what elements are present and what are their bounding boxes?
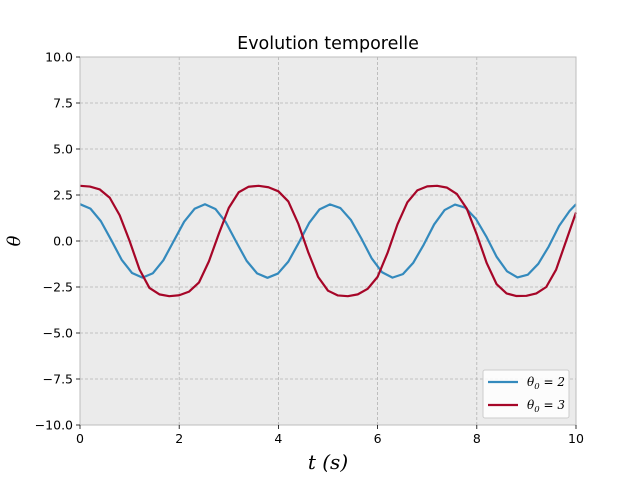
x-tick-label: 0 xyxy=(76,431,84,446)
series-group xyxy=(79,184,578,298)
x-tick-label: 6 xyxy=(374,431,382,446)
x-axis-label: t (s) xyxy=(308,450,348,474)
y-tick-label: 10.0 xyxy=(45,50,73,65)
series-line xyxy=(79,184,578,298)
x-tick-label: 8 xyxy=(473,431,481,446)
x-tick-label: 10 xyxy=(568,431,584,446)
legend-label: θ0 = 3 xyxy=(527,398,565,415)
y-tick-label: −10.0 xyxy=(35,418,73,433)
series-line xyxy=(79,203,577,279)
x-tick-label: 4 xyxy=(274,431,282,446)
y-tick-label: 0.0 xyxy=(53,234,73,249)
legend-label: θ0 = 2 xyxy=(527,375,565,392)
y-tick-label: −5.0 xyxy=(43,326,73,341)
y-tick-label: −7.5 xyxy=(43,372,73,387)
y-axis-label: θ xyxy=(4,235,25,246)
legend: θ0 = 2 θ0 = 3 xyxy=(482,369,570,419)
chart-title: Evolution temporelle xyxy=(237,34,419,54)
y-tick-label: −2.5 xyxy=(43,280,73,295)
x-tick-label: 2 xyxy=(175,431,183,446)
y-axis: 10.0 7.5 5.0 2.5 0.0 −2.5 −5.0 −7.5 −10.0 xyxy=(35,50,80,433)
x-axis: 0 2 4 6 8 10 xyxy=(76,425,584,446)
y-tick-label: 7.5 xyxy=(53,96,73,111)
y-tick-label: 5.0 xyxy=(53,142,73,157)
y-tick-label: 2.5 xyxy=(53,188,73,203)
